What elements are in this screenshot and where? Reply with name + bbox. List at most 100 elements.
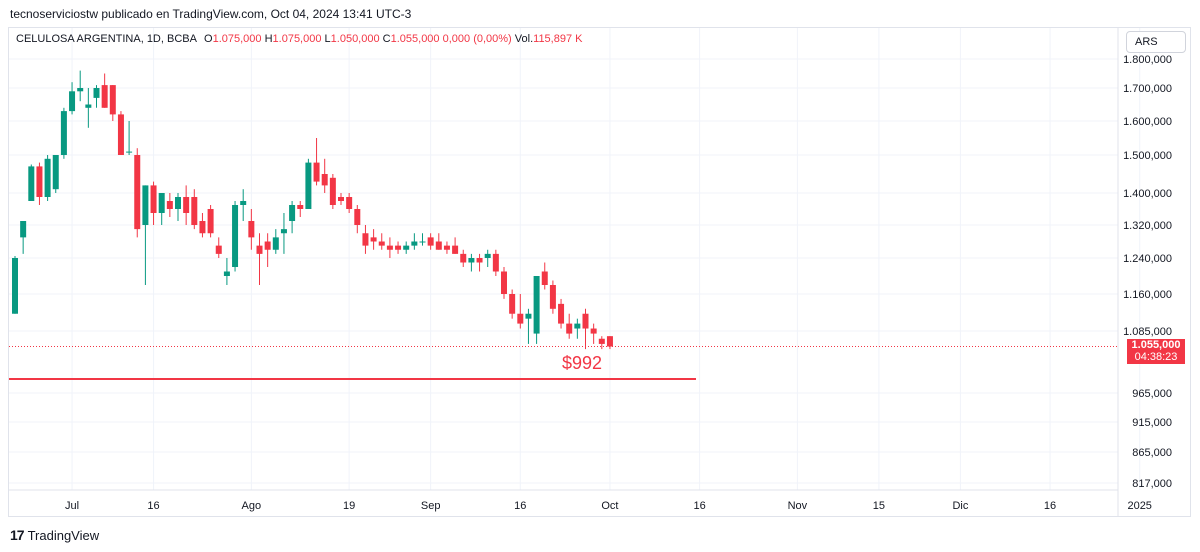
candle-body [44, 158, 51, 197]
candle-down [427, 233, 434, 250]
candle-down [509, 289, 516, 319]
candle-up [484, 249, 491, 267]
candle-down [362, 225, 369, 254]
candle-up [175, 193, 181, 221]
candle-body [93, 88, 100, 98]
price-tick-label: 1.400,000 [1123, 188, 1172, 200]
candle-up [44, 155, 51, 201]
candle-up [77, 70, 84, 102]
candle-body [419, 241, 426, 243]
candle-down [101, 73, 108, 108]
last-price-tag: 1.055,000 04:38:23 [1127, 338, 1185, 364]
candle-body [223, 271, 230, 276]
candle-body [109, 85, 116, 115]
candle-body [85, 104, 92, 108]
candle-body [549, 285, 556, 309]
candle-down [541, 262, 548, 290]
last-price-value: 1.055,000 [1131, 338, 1181, 351]
candle-down [476, 253, 483, 272]
candle-body [297, 205, 304, 209]
time-tick-label: Nov [788, 500, 808, 512]
candle-down [386, 237, 393, 258]
candle-body [590, 328, 597, 334]
candle-up [20, 221, 27, 254]
candle-down [199, 213, 206, 238]
candle-down [329, 174, 336, 209]
candle-down [590, 323, 597, 344]
price-tick-label: 1.085,000 [1123, 326, 1172, 338]
candle-body [36, 166, 43, 197]
candle-up [240, 189, 247, 221]
time-tick-label: Jul [65, 500, 79, 512]
volume-label: Vol. [514, 33, 534, 45]
candle-down [606, 336, 613, 350]
candle-up [272, 229, 279, 254]
price-tick-label: 1.240,000 [1123, 253, 1172, 265]
candle-up [126, 121, 133, 155]
currency-button[interactable]: ARS [1126, 31, 1186, 53]
candle-body [272, 237, 279, 250]
candle-down [598, 336, 605, 350]
brand-name: TradingView [27, 527, 100, 543]
high-value: 1.075,000 [272, 33, 322, 45]
candle-body [362, 233, 369, 246]
time-tick-label: 16 [147, 500, 159, 512]
candle-up [28, 164, 35, 201]
candle-body [166, 201, 173, 209]
candle-up [60, 107, 67, 159]
candle-body [533, 276, 540, 334]
ohlc-legend: CELULOSA ARGENTINA, 1D, BCBA O1.075,000 … [16, 33, 582, 45]
candle-body [476, 258, 483, 263]
candle-up [232, 201, 239, 272]
low-value: 1.050,000 [330, 33, 380, 45]
candle-up [305, 158, 312, 209]
price-tick-label: 1.320,000 [1123, 220, 1172, 232]
candle-down [460, 249, 467, 267]
candle-down [313, 138, 320, 186]
time-tick-label: Dic [952, 500, 968, 512]
candle-body [468, 258, 475, 263]
candle-body [207, 209, 214, 234]
time-axis: Jul 16 Ago 19 Sep 16 Oct 16 Nov 15 Dic 16 2025 [65, 500, 1152, 512]
candle-body [215, 245, 222, 254]
candle-down [109, 85, 116, 121]
high-label: H [264, 33, 273, 45]
candle-body [427, 237, 434, 246]
open-value: 1.075,000 [212, 33, 262, 45]
candle-up [403, 241, 410, 254]
candle-down [549, 280, 556, 314]
candle-body [158, 193, 165, 213]
candle-body [395, 245, 402, 250]
candle-body [28, 166, 35, 201]
candle-down [452, 237, 459, 254]
candle-up [142, 185, 149, 285]
candle-body [12, 258, 18, 314]
candle-down [191, 189, 198, 230]
candle-down [517, 294, 524, 329]
volume-value: 115,897 K [533, 33, 583, 45]
candle-down [166, 193, 173, 217]
candle-down [264, 233, 271, 267]
candle-down [582, 308, 589, 350]
candle-down [36, 162, 43, 205]
candle-body [305, 162, 312, 209]
grid-lines [9, 28, 1141, 517]
candle-body [175, 197, 181, 209]
time-tick-label: 16 [1044, 500, 1056, 512]
candle-up [289, 201, 296, 234]
candle-body [558, 303, 565, 324]
candle-body [403, 245, 410, 250]
candle-up [52, 155, 59, 193]
candle-body [264, 241, 271, 250]
price-tick-label: 1.500,000 [1123, 150, 1172, 162]
open-label: O [204, 33, 213, 45]
candle-body [191, 197, 198, 225]
candle-body [134, 155, 141, 230]
time-tick-label: 2025 [1127, 500, 1151, 512]
close-label: C [382, 33, 391, 45]
candle-down [558, 298, 565, 329]
candle-body [598, 338, 605, 344]
publisher-line: tecnoserviciostw publicado en TradingVie… [10, 7, 412, 21]
footer-branding: 17 TradingView [10, 527, 99, 543]
